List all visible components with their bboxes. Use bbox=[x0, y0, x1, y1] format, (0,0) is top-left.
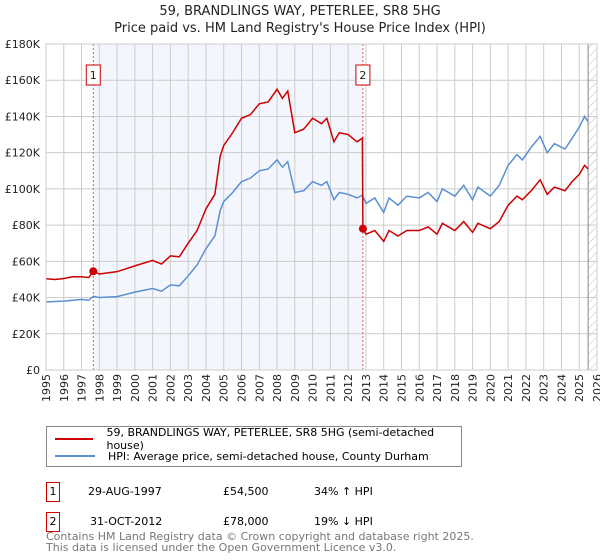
legend-label-hpi: HPI: Average price, semi-detached house,… bbox=[108, 449, 429, 463]
x-tick-label: 2004 bbox=[200, 374, 213, 402]
x-tick-label: 2025 bbox=[573, 374, 586, 402]
x-tick-label: 2008 bbox=[271, 374, 284, 402]
chart-title: 59, BRANDLINGS WAY, PETERLEE, SR8 5HG bbox=[159, 4, 441, 19]
y-tick-label: £40K bbox=[12, 292, 41, 305]
x-tick-label: 2023 bbox=[538, 374, 551, 402]
transaction-badge: 2 bbox=[46, 512, 60, 532]
chart-legend: 59, BRANDLINGS WAY, PETERLEE, SR8 5HG (s… bbox=[46, 426, 462, 467]
y-tick-label: £20K bbox=[12, 328, 41, 341]
x-tick-label: 1995 bbox=[40, 374, 53, 402]
property-price-line bbox=[45, 87, 589, 281]
x-tick-label: 2007 bbox=[253, 374, 266, 402]
x-tick-label: 2017 bbox=[431, 374, 444, 402]
transaction-date: 31-OCT-2012 bbox=[90, 515, 163, 528]
x-tick-label: 2010 bbox=[307, 374, 320, 402]
y-tick-label: £0 bbox=[26, 364, 40, 377]
x-tick-label: 2026 bbox=[591, 374, 600, 402]
sale-point bbox=[89, 267, 98, 276]
transaction-badge: 1 bbox=[46, 482, 60, 502]
y-tick-label: £120K bbox=[5, 147, 41, 160]
x-tick-label: 1998 bbox=[93, 374, 106, 402]
footer-copyright: Contains HM Land Registry data © Crown c… bbox=[46, 530, 474, 543]
x-tick-label: 2019 bbox=[467, 374, 480, 402]
x-tick-label: 2001 bbox=[147, 374, 160, 402]
y-tick-label: £180K bbox=[5, 38, 41, 51]
x-tick-label: 1996 bbox=[58, 374, 71, 402]
x-tick-label: 2014 bbox=[378, 374, 391, 402]
transaction-price: £78,000 bbox=[223, 515, 269, 528]
x-tick-label: 2022 bbox=[520, 374, 533, 402]
transaction-date: 29-AUG-1997 bbox=[88, 485, 162, 498]
x-tick-label: 2012 bbox=[342, 374, 355, 402]
x-tick-label: 2006 bbox=[236, 374, 249, 402]
y-tick-label: £160K bbox=[5, 74, 41, 87]
blue-line-swatch bbox=[55, 455, 95, 457]
legend-label-property: 59, BRANDLINGS WAY, PETERLEE, SR8 5HG (s… bbox=[106, 426, 435, 452]
footer-licence: This data is licensed under the Open Gov… bbox=[46, 541, 397, 554]
sale-label: 2 bbox=[359, 69, 366, 82]
chart-subtitle: Price paid vs. HM Land Registry's House … bbox=[114, 21, 486, 36]
red-line-swatch bbox=[55, 438, 94, 440]
x-tick-label: 2000 bbox=[129, 374, 142, 402]
legend-item-hpi: HPI: Average price, semi-detached house,… bbox=[55, 448, 429, 464]
x-tick-label: 2018 bbox=[449, 374, 462, 402]
plot-frame bbox=[45, 43, 598, 371]
y-tick-label: £80K bbox=[12, 219, 41, 232]
x-tick-label: 2002 bbox=[164, 374, 177, 402]
x-tick-label: 1999 bbox=[111, 374, 124, 402]
highlight-band bbox=[93, 44, 363, 370]
x-tick-label: 2024 bbox=[555, 374, 568, 402]
x-tick-label: 2021 bbox=[502, 374, 515, 402]
x-tick-label: 2005 bbox=[218, 374, 231, 402]
transaction-price: £54,500 bbox=[223, 485, 269, 498]
price-chart: 1995 1996 1997 1998 1999 2000 2001 2002 2003 2004… bbox=[5, 38, 600, 402]
x-tick-label: 2015 bbox=[395, 374, 408, 402]
sale-label-box bbox=[85, 64, 101, 86]
x-tick-label: 2020 bbox=[484, 374, 497, 402]
y-tick-label: £100K bbox=[5, 183, 41, 196]
sale-label-box bbox=[355, 64, 371, 86]
sale-label: 1 bbox=[90, 69, 97, 82]
transaction-hpi: 34% ↑ HPI bbox=[314, 485, 373, 498]
sale-point bbox=[358, 224, 367, 233]
x-tick-label: 2009 bbox=[289, 374, 302, 402]
legend-item-property: 59, BRANDLINGS WAY, PETERLEE, SR8 5HG (s… bbox=[55, 426, 461, 452]
x-tick-label: 2003 bbox=[182, 374, 195, 402]
x-tick-label: 2011 bbox=[324, 374, 337, 402]
x-tick-label: 2016 bbox=[413, 374, 426, 402]
transaction-hpi: 19% ↓ HPI bbox=[314, 515, 373, 528]
y-tick-label: £60K bbox=[12, 255, 41, 268]
y-tick-label: £140K bbox=[5, 110, 41, 123]
forecast-hatch bbox=[588, 44, 597, 370]
hpi-line bbox=[45, 114, 589, 303]
x-tick-label: 1997 bbox=[76, 374, 89, 402]
x-tick-label: 2013 bbox=[360, 374, 373, 402]
